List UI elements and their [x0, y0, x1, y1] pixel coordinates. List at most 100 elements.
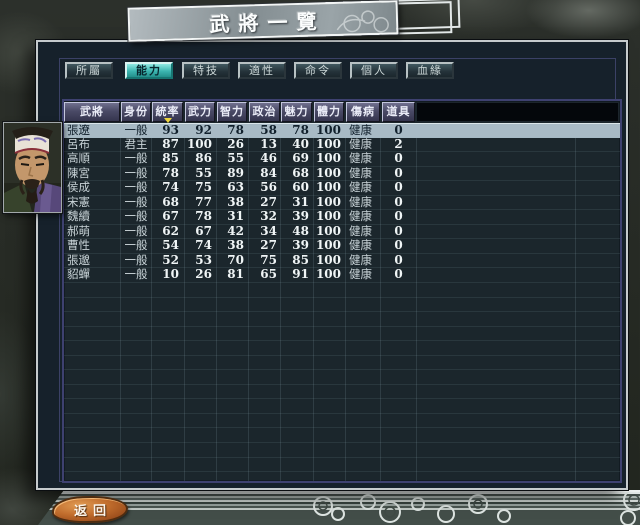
- cell-pol: 56: [260, 181, 277, 195]
- cell-chr: 40: [292, 137, 309, 151]
- tab-5[interactable]: 命令: [294, 62, 342, 79]
- cell-ldr: 67: [162, 210, 179, 224]
- empty-row: [64, 356, 620, 371]
- cell-chr: 48: [292, 224, 309, 238]
- column-header-6[interactable]: 政治: [249, 102, 280, 122]
- officer-table: 武將 身份 統率 武力 智力 政治 魅力 體力 傷病 道具 張遼 一般 93 92 78 58 78 100 健康…: [62, 99, 622, 483]
- column-header-4[interactable]: 武力: [185, 102, 215, 122]
- officer-row-1[interactable]: 張遼 一般 93 92 78 58 78 100 健康 0: [64, 123, 620, 138]
- tab-4[interactable]: 適性: [238, 62, 286, 79]
- column-header-2[interactable]: 身份: [121, 102, 151, 122]
- empty-row: [64, 341, 620, 356]
- cell-int: 55: [227, 152, 244, 166]
- tab-7[interactable]: 血緣: [406, 62, 454, 79]
- cell-ldr: 10: [162, 268, 179, 282]
- cell-pol: 84: [260, 166, 277, 180]
- officer-row-10[interactable]: 張邈 一般 52 53 70 75 85 100 健康 0: [64, 254, 620, 269]
- table-body: 張遼 一般 93 92 78 58 78 100 健康 0 呂布 君主 87 100 26 13 40 100 健康…: [64, 123, 620, 481]
- header-filler-strip: [416, 102, 619, 122]
- cell-health: 健康: [349, 224, 372, 238]
- column-header-9[interactable]: 傷病: [346, 102, 380, 122]
- officer-row-3[interactable]: 高順 一般 85 86 55 46 69 100 健康 0: [64, 152, 620, 167]
- cell-item: 0: [394, 239, 403, 253]
- empty-row: [64, 298, 620, 313]
- tab-3[interactable]: 特技: [182, 62, 230, 79]
- empty-row: [64, 283, 620, 298]
- cell-war: 74: [195, 239, 212, 253]
- cell-item: 0: [394, 210, 403, 224]
- officer-row-8[interactable]: 郝萌 一般 62 67 42 34 48 100 健康 0: [64, 225, 620, 240]
- empty-row: [64, 428, 620, 444]
- officer-row-2[interactable]: 呂布 君主 87 100 26 13 40 100 健康 2: [64, 138, 620, 153]
- cell-hp: 100: [315, 268, 341, 282]
- cell-status: 一般: [124, 239, 148, 253]
- cell-name: 曹性: [67, 239, 90, 253]
- officer-row-7[interactable]: 魏續 一般 67 78 31 32 39 100 健康 0: [64, 210, 620, 225]
- empty-row: [64, 414, 620, 429]
- grid-vline: [151, 123, 152, 481]
- column-header-3[interactable]: 統率: [152, 102, 183, 122]
- cell-int: 89: [227, 166, 244, 180]
- cell-health: 健康: [349, 166, 372, 180]
- cell-int: 38: [227, 195, 244, 209]
- grid-vline: [280, 123, 281, 481]
- grid-vline: [120, 123, 121, 481]
- cell-war: 67: [195, 224, 212, 238]
- cell-int: 81: [227, 268, 244, 282]
- cell-status: 一般: [124, 152, 148, 166]
- grid-vline: [416, 123, 417, 481]
- officer-row-9[interactable]: 曹性 一般 54 74 38 27 39 100 健康 0: [64, 239, 620, 254]
- cell-ldr: 74: [162, 181, 179, 195]
- cell-item: 0: [394, 224, 403, 238]
- cell-item: 0: [394, 253, 403, 267]
- cell-status: 一般: [124, 253, 148, 267]
- grid-vline: [184, 123, 185, 481]
- cell-item: 0: [394, 152, 403, 166]
- cell-hp: 100: [315, 124, 341, 137]
- grid-vline: [380, 123, 381, 481]
- cell-pol: 75: [260, 253, 277, 267]
- cell-int: 26: [227, 137, 244, 151]
- column-header-1[interactable]: 武將: [64, 102, 120, 122]
- tab-2[interactable]: 能力: [125, 62, 173, 79]
- tab-6[interactable]: 個人: [350, 62, 398, 79]
- cell-name: 魏續: [67, 210, 90, 224]
- cell-health: 健康: [349, 124, 372, 137]
- cell-pol: 13: [260, 137, 277, 151]
- officer-row-5[interactable]: 侯成 一般 74 75 63 56 60 100 健康 0: [64, 181, 620, 196]
- column-header-8[interactable]: 體力: [314, 102, 344, 122]
- cloud-pattern-icon: [313, 492, 640, 525]
- grid-vline: [313, 123, 314, 481]
- cell-pol: 65: [260, 268, 277, 282]
- empty-row: [64, 370, 620, 385]
- cell-health: 健康: [349, 195, 372, 209]
- cell-chr: 39: [292, 210, 309, 224]
- cloud-engraving-icon: [336, 10, 389, 33]
- cell-int: 31: [227, 210, 244, 224]
- cell-name: 高順: [67, 152, 90, 166]
- cell-chr: 31: [292, 195, 309, 209]
- cell-health: 健康: [349, 152, 372, 166]
- cell-name: 宋憲: [67, 195, 90, 209]
- cell-health: 健康: [349, 181, 372, 195]
- tab-1[interactable]: 所屬: [65, 62, 113, 79]
- column-header-7[interactable]: 魅力: [281, 102, 312, 122]
- column-header-10[interactable]: 道具: [382, 102, 415, 122]
- officer-row-11[interactable]: 貂蟬 一般 10 26 81 65 91 100 健康 0: [64, 268, 620, 284]
- cell-name: 呂布: [67, 137, 90, 151]
- cell-int: 70: [227, 253, 244, 267]
- officer-row-6[interactable]: 宋憲 一般 68 77 38 27 31 100 健康 0: [64, 196, 620, 211]
- cell-item: 0: [394, 166, 403, 180]
- cell-war: 78: [195, 210, 212, 224]
- officer-row-4[interactable]: 陳宮 一般 78 55 89 84 68 100 健康 0: [64, 167, 620, 182]
- cell-status: 一般: [124, 124, 148, 137]
- column-header-5[interactable]: 智力: [217, 102, 247, 122]
- cell-status: 一般: [124, 166, 148, 180]
- cell-status: 一般: [124, 195, 148, 209]
- cell-pol: 34: [260, 224, 277, 238]
- cell-name: 郝萌: [67, 224, 90, 238]
- bottom-frame-border: [38, 490, 640, 525]
- grid-vline: [345, 123, 346, 481]
- empty-row: [64, 385, 620, 400]
